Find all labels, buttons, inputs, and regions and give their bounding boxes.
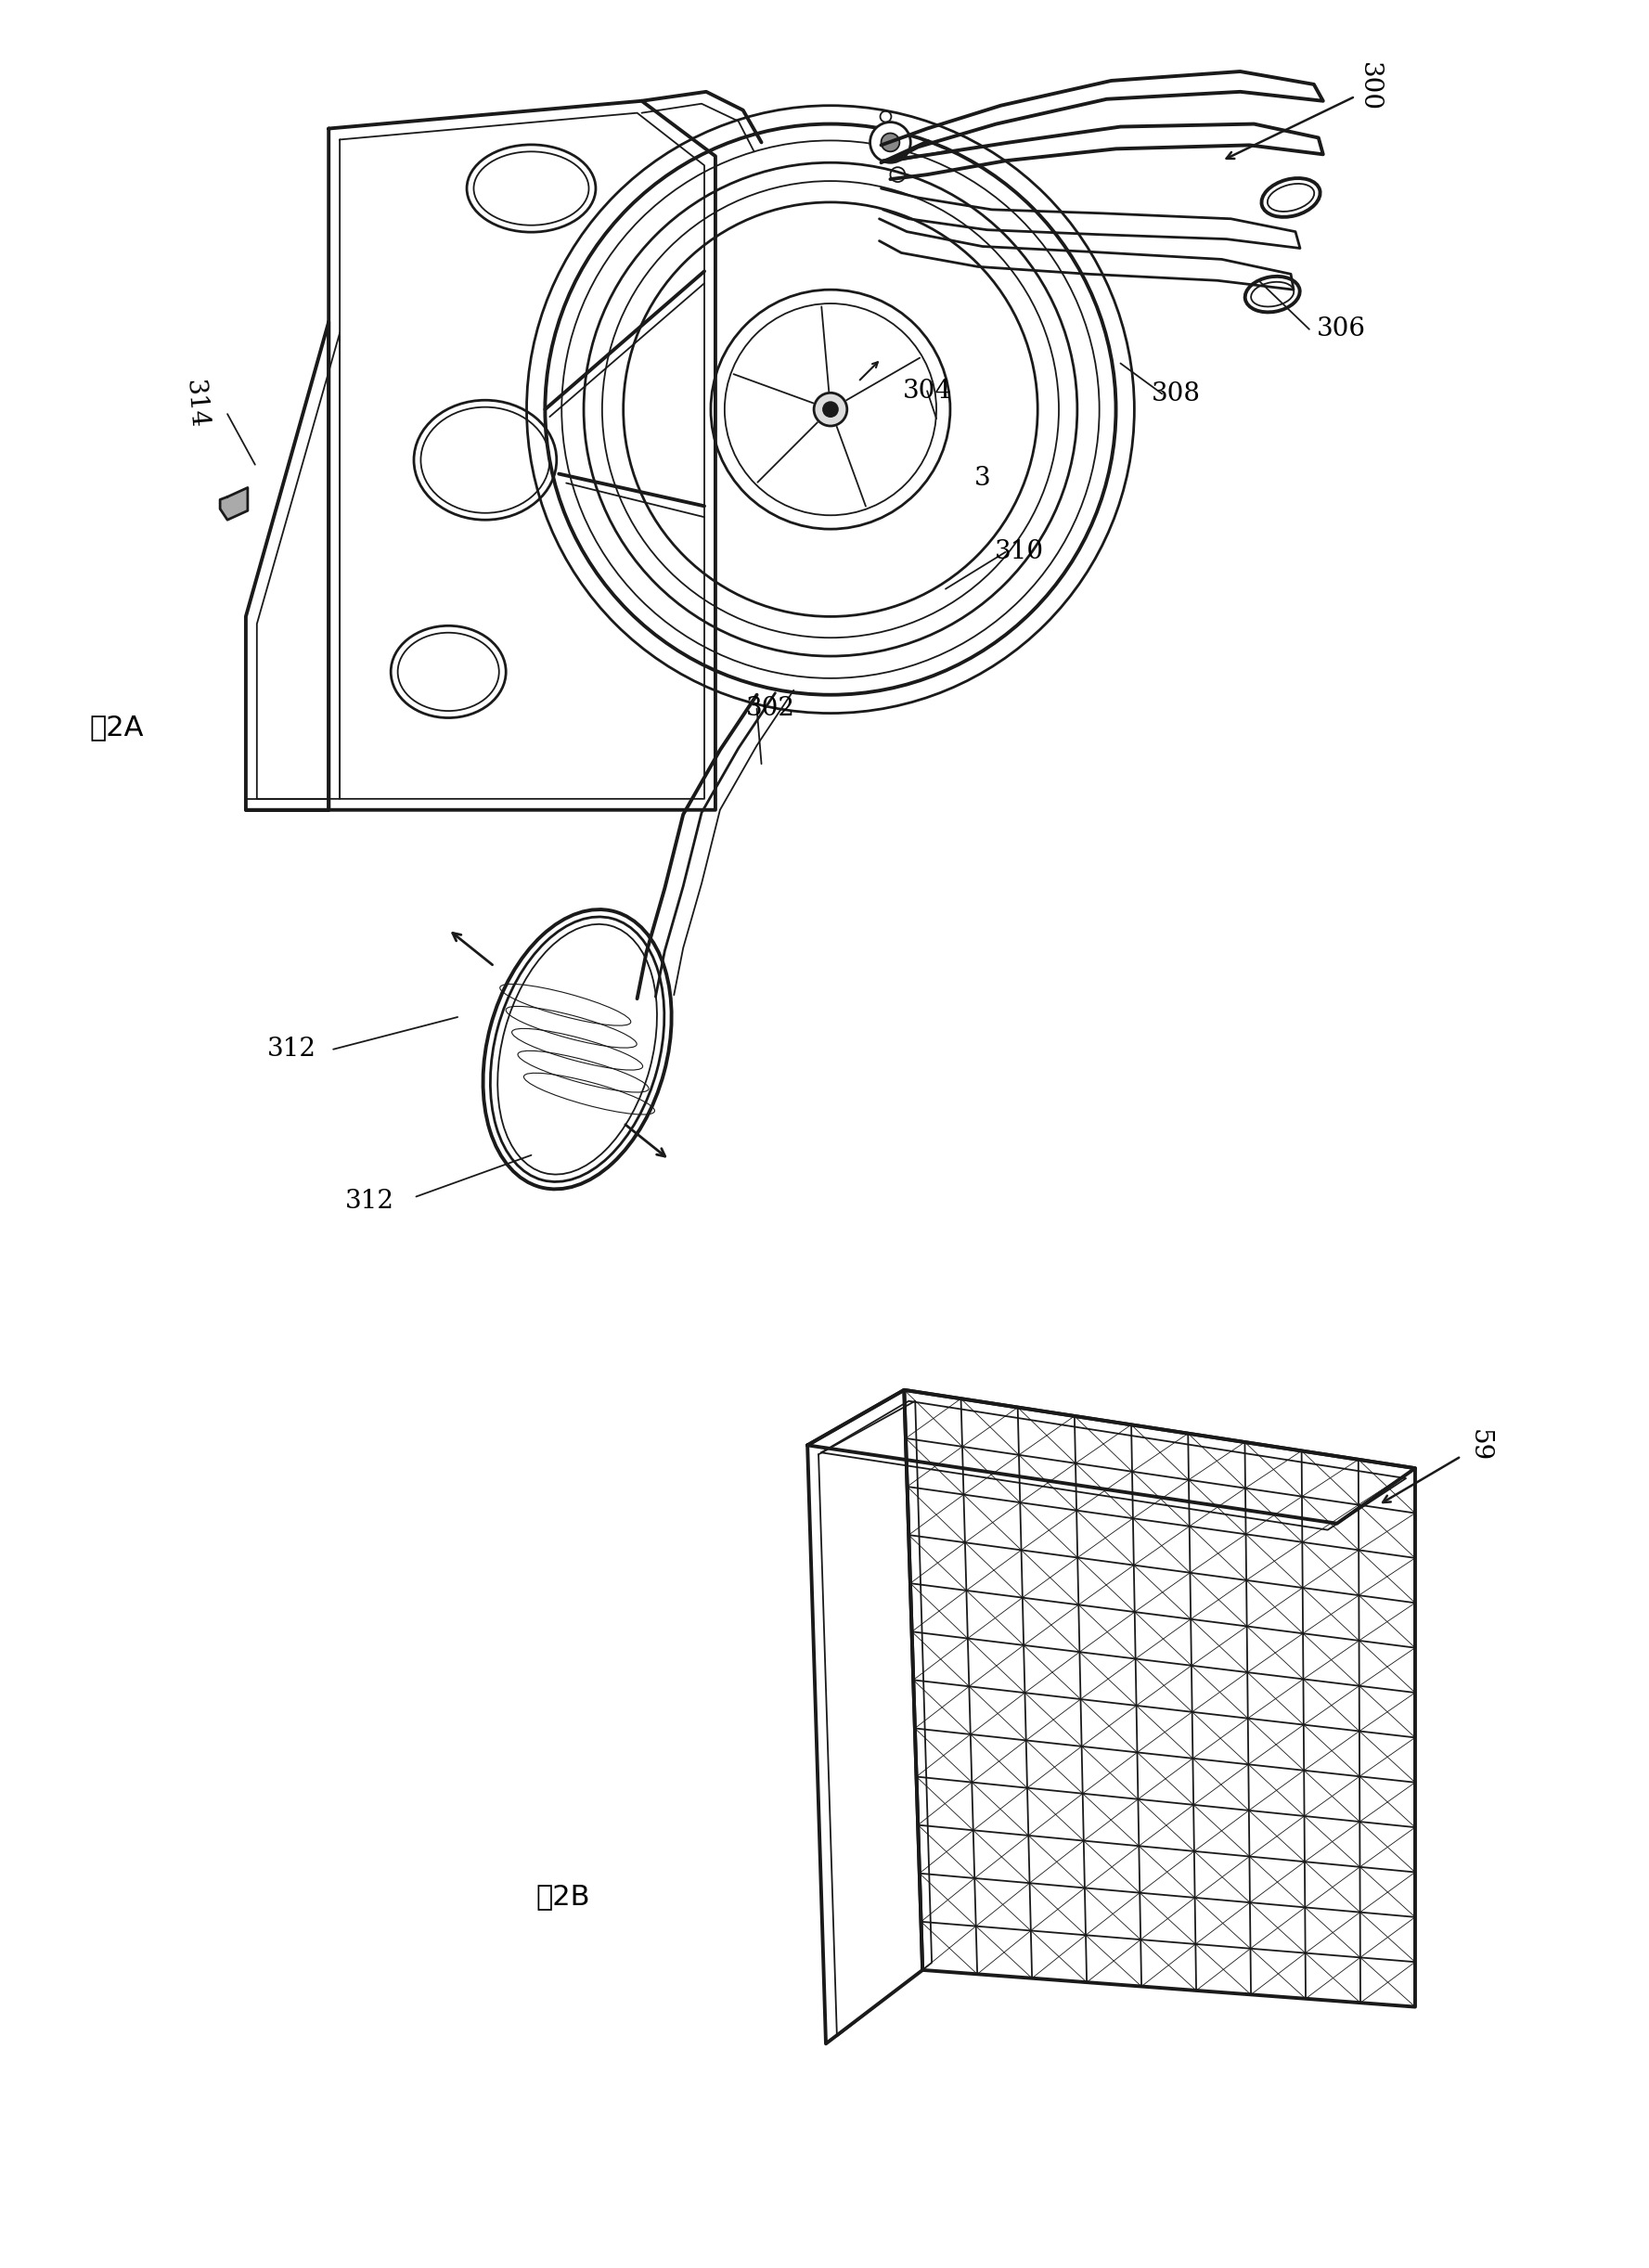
- Text: 312: 312: [346, 1188, 394, 1213]
- Circle shape: [815, 392, 848, 426]
- Text: 图2B: 图2B: [536, 1882, 590, 1910]
- Text: 308: 308: [1151, 381, 1200, 406]
- Text: 314: 314: [181, 379, 209, 431]
- Circle shape: [881, 134, 900, 152]
- Circle shape: [871, 122, 910, 163]
- Text: 59: 59: [1468, 1429, 1492, 1461]
- Text: 312: 312: [267, 1036, 317, 1061]
- Text: 304: 304: [902, 379, 951, 404]
- Text: 3: 3: [975, 465, 991, 490]
- Text: 图2A: 图2A: [89, 714, 143, 739]
- Text: 300: 300: [1357, 64, 1382, 111]
- Text: 310: 310: [994, 540, 1044, 565]
- Text: 306: 306: [1318, 318, 1365, 342]
- Polygon shape: [219, 488, 247, 519]
- Circle shape: [823, 401, 838, 417]
- Text: 302: 302: [745, 696, 795, 721]
